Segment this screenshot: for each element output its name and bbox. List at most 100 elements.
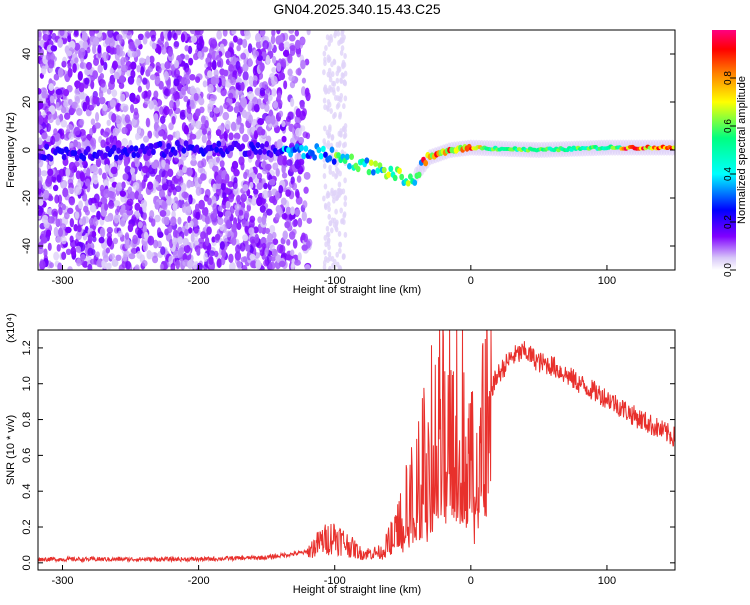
noise-cell: [58, 227, 64, 237]
noise-cell: [184, 228, 189, 237]
noise-cell: [175, 30, 182, 36]
noise-cell: [340, 30, 345, 35]
noise-cell: [343, 52, 347, 59]
noise-cell: [136, 250, 142, 259]
noise-cell: [238, 156, 245, 166]
noise-cell: [56, 174, 62, 183]
noise-cell: [74, 57, 79, 64]
noise-cell: [242, 71, 249, 81]
bottom-x-tick-label: 0: [468, 575, 474, 587]
noise-cell: [145, 55, 151, 66]
noise-cell: [204, 119, 209, 129]
noise-cell: [297, 217, 303, 228]
noise-cell: [198, 36, 204, 44]
noise-cell: [213, 208, 218, 218]
noise-cell: [334, 208, 338, 215]
noise-cell: [290, 97, 295, 107]
noise-cell: [49, 262, 54, 269]
noise-cell: [57, 194, 63, 204]
noise-cell: [303, 172, 311, 180]
noise-cell: [126, 198, 134, 207]
noise-cell: [175, 185, 182, 193]
bottom-y-tick-label: 0.6: [21, 448, 33, 463]
noise-cell: [67, 67, 73, 78]
noise-cell: [133, 107, 139, 116]
noise-cell: [56, 244, 61, 252]
colorbar-tick-label: 0.0: [723, 263, 734, 277]
noise-cell: [190, 35, 198, 44]
noise-cell: [81, 216, 87, 226]
bottom-x-tick-label: -100: [324, 575, 346, 587]
noise-cell: [167, 224, 173, 234]
top-y-tick-label: 20: [21, 96, 33, 108]
bottom-y-tick-label: 0.2: [21, 519, 33, 534]
noise-cell: [255, 32, 262, 43]
snr-series-line: [38, 330, 675, 564]
ridge-cell: [327, 155, 333, 162]
noise-cell: [203, 252, 208, 262]
ridge-cell: [74, 154, 80, 162]
noise-cell: [289, 213, 296, 220]
noise-cell: [39, 260, 46, 270]
noise-cell: [132, 182, 140, 191]
noise-cell: [143, 98, 150, 105]
noise-cell: [224, 50, 231, 59]
noise-cell: [252, 188, 259, 195]
noise-cell: [136, 65, 141, 73]
noise-cell: [251, 96, 259, 107]
noise-cell: [326, 237, 331, 244]
noise-cell: [194, 120, 202, 130]
noise-cell: [216, 59, 222, 68]
noise-cell: [47, 113, 55, 124]
noise-cell: [281, 135, 287, 143]
noise-cell: [134, 190, 140, 200]
noise-cell: [55, 218, 61, 228]
noise-cell: [172, 157, 180, 165]
ridge-cell: [355, 165, 361, 173]
noise-cell: [193, 92, 199, 102]
noise-cell: [295, 68, 302, 76]
noise-cell: [137, 221, 143, 229]
noise-cell: [330, 227, 334, 234]
noise-cell: [270, 115, 276, 125]
noise-cell: [49, 95, 55, 104]
noise-cell: [241, 133, 249, 143]
top-x-tick-label: -300: [51, 275, 73, 287]
noise-cell: [295, 190, 300, 199]
noise-cell: [63, 212, 70, 220]
noise-cell: [276, 139, 283, 149]
noise-cell: [113, 214, 120, 224]
noise-cell: [224, 187, 230, 195]
noise-cell: [130, 70, 136, 79]
noise-cell: [82, 40, 88, 50]
noise-cell: [122, 253, 128, 262]
noise-cell: [343, 195, 348, 202]
noise-cell: [123, 157, 129, 168]
noise-cell: [236, 194, 241, 203]
noise-cell: [60, 181, 66, 189]
noise-cell: [263, 259, 269, 267]
noise-cell: [80, 132, 87, 142]
noise-cell: [254, 87, 262, 96]
top-x-tick-label: 100: [598, 275, 616, 287]
ridge-cell: [151, 148, 156, 156]
noise-cell: [154, 181, 160, 188]
bottom-y-axis: 0.0 0.2 0.4 0.6 0.8 1.0 1.2: [21, 340, 675, 570]
noise-cell: [189, 124, 194, 131]
noise-cell: [144, 31, 151, 39]
ridge-cell: [312, 154, 317, 161]
noise-cell: [180, 153, 187, 161]
noise-cell: [61, 236, 67, 245]
noise-cell: [336, 102, 341, 109]
noise-cell: [86, 167, 91, 177]
noise-cell: [195, 76, 201, 84]
noise-cell: [41, 214, 49, 225]
noise-cell: [111, 258, 119, 267]
noise-cell: [118, 35, 123, 45]
noise-cell: [73, 139, 78, 148]
top-x-tick-label: -100: [324, 275, 346, 287]
noise-cell: [323, 234, 328, 241]
noise-cell: [278, 42, 285, 52]
noise-cell: [276, 62, 282, 72]
noise-cell: [242, 184, 249, 192]
